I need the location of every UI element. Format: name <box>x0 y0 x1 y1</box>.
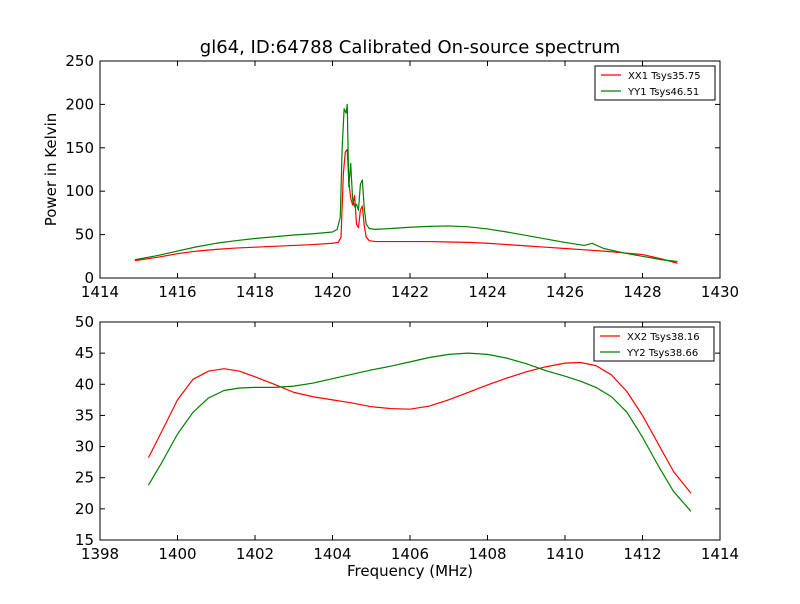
y-tick-label: 20 <box>75 500 94 518</box>
series-line-2 <box>147 352 692 512</box>
legend-label: XX2 Tsys38.16 <box>627 332 700 343</box>
x-tick-label: 1402 <box>236 545 274 563</box>
x-tick-label: 1424 <box>468 283 506 301</box>
x-tick-label: 1418 <box>236 283 274 301</box>
y-tick-label: 0 <box>84 269 94 287</box>
legend: XX2 Tsys38.16 YY2 Tsys38.66 <box>593 326 715 362</box>
legend-box <box>594 65 716 101</box>
legend-label: XX1 Tsys35.75 <box>628 71 701 82</box>
x-tick-label: 1408 <box>468 545 506 563</box>
y-tick-label: 50 <box>75 313 94 331</box>
x-tick-label: 1412 <box>623 545 661 563</box>
legend: XX1 Tsys35.75 YY1 Tsys46.51 <box>594 65 716 101</box>
x-tick-label: 1414 <box>81 283 119 301</box>
y-tick-label: 150 <box>65 139 94 157</box>
x-tick-label: 1400 <box>158 545 196 563</box>
y-axis-label: Power in Kelvin <box>42 113 60 227</box>
chart-title: gl64, ID:64788 Calibrated On-source spec… <box>200 37 620 58</box>
x-tick-label: 1416 <box>158 283 196 301</box>
y-tick-label: 15 <box>75 531 94 549</box>
y-tick-label: 50 <box>75 226 94 244</box>
x-tick-label: 1404 <box>313 545 351 563</box>
series-line-1 <box>147 361 692 494</box>
y-tick-label: 35 <box>75 406 94 424</box>
y-tick-label: 30 <box>75 438 94 456</box>
legend-label: YY1 Tsys46.51 <box>627 87 699 98</box>
x-tick-label: 1428 <box>623 283 661 301</box>
x-tick-label: 1426 <box>546 283 584 301</box>
x-tick-label: 1414 <box>701 545 739 563</box>
y-tick-label: 250 <box>65 52 94 70</box>
y-tick-label: 200 <box>65 95 94 113</box>
x-tick-label: 1406 <box>391 545 429 563</box>
top-panel: 1414 1416 1418 1420 1422 1424 1426 1428 1430 0 50 1… <box>42 52 739 301</box>
legend-label: YY2 Tsys38.66 <box>626 348 698 359</box>
x-tick-label: 1422 <box>391 283 429 301</box>
series-line-1 <box>134 148 678 264</box>
y-tick-label: 40 <box>75 375 94 393</box>
y-tick-label: 45 <box>75 344 94 362</box>
bottom-panel: 1398 1400 1402 1404 1406 1408 1410 1412 1414 15 20… <box>75 313 739 580</box>
series-line-2 <box>134 103 678 263</box>
x-axis-label: Frequency (MHz) <box>347 562 473 580</box>
x-tick-label: 1420 <box>313 283 351 301</box>
x-tick-label: 1410 <box>546 545 584 563</box>
y-tick-label: 25 <box>75 469 94 487</box>
y-tick-label: 100 <box>65 182 94 200</box>
legend-box <box>593 326 715 362</box>
x-tick-label: 1398 <box>81 545 119 563</box>
x-tick-label: 1430 <box>701 283 739 301</box>
